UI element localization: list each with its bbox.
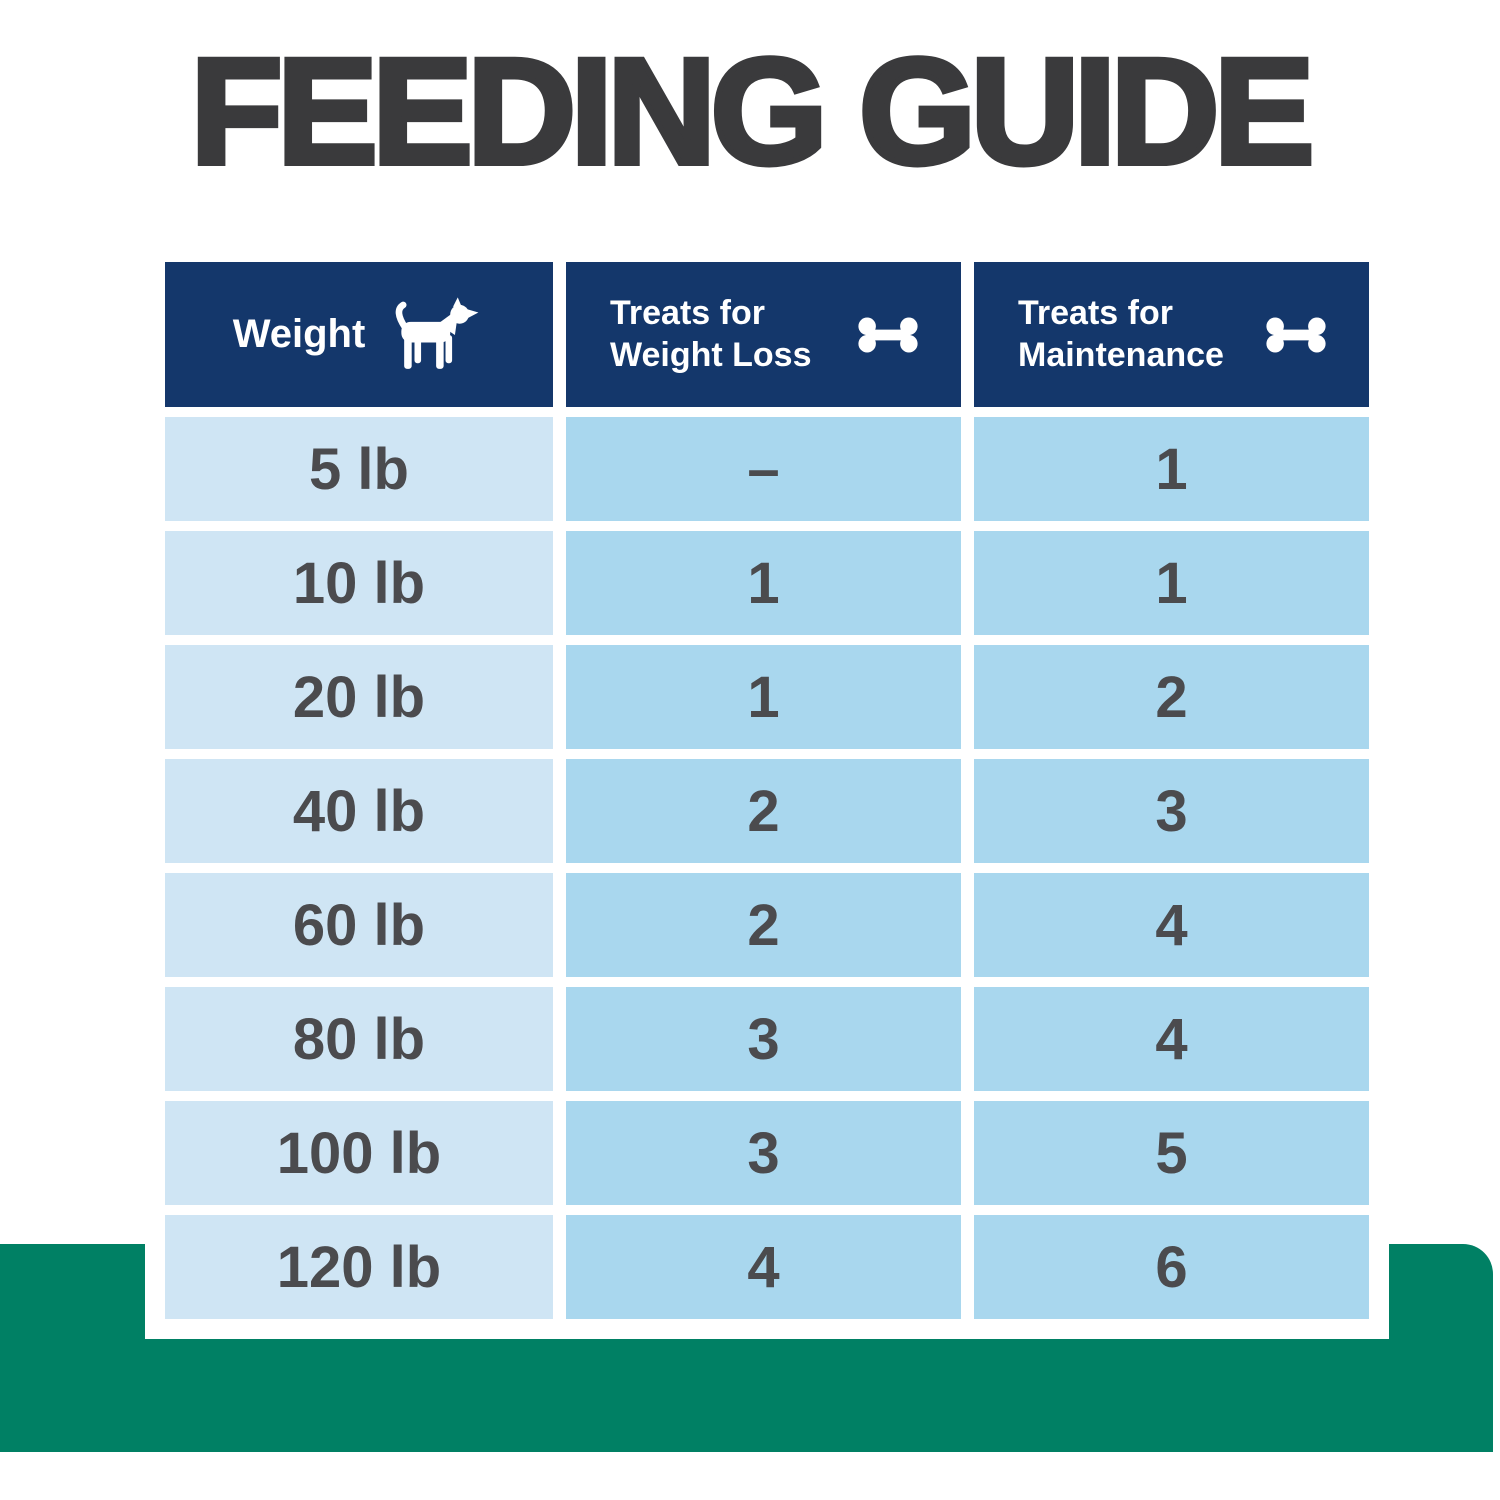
page-title: FEEDING GUIDE [188,27,1317,195]
weight-loss-cell: 2 [566,873,961,977]
weight-cell: 100 lb [165,1101,553,1205]
header-maintenance-label: Treats for Maintenance [1018,293,1224,376]
header-weight-label: Weight [232,312,366,356]
header-weight-loss-label: Treats for Weight Loss [610,293,812,376]
feeding-table: Weight [165,262,1369,1319]
header-maintenance-line2: Maintenance [1018,335,1224,374]
maintenance-cell: 4 [974,987,1369,1091]
maintenance-cell: 2 [974,645,1369,749]
weight-cell: 20 lb [165,645,553,749]
header-weight-loss-line1: Treats for [610,294,765,333]
maintenance-cell: 1 [974,417,1369,521]
bone-icon [858,317,918,352]
weight-loss-cell: 4 [566,1215,961,1319]
header-weight-loss: Treats for Weight Loss [566,262,961,407]
header-weight: Weight [165,262,553,407]
weight-cell: 120 lb [165,1215,553,1319]
feeding-table-card: Weight [145,242,1389,1339]
weight-loss-cell: 1 [566,645,961,749]
maintenance-cell: 3 [974,759,1369,863]
weight-cell: 80 lb [165,987,553,1091]
header-maintenance-line1: Treats for [1018,294,1173,333]
weight-cell: 60 lb [165,873,553,977]
weight-loss-cell: – [566,417,961,521]
maintenance-cell: 5 [974,1101,1369,1205]
weight-cell: 5 lb [165,417,553,521]
weight-loss-cell: 3 [566,1101,961,1205]
dog-icon [395,296,479,369]
weight-loss-cell: 3 [566,987,961,1091]
weight-cell: 40 lb [165,759,553,863]
weight-loss-cell: 2 [566,759,961,863]
weight-loss-cell: 1 [566,531,961,635]
weight-cell: 10 lb [165,531,553,635]
maintenance-cell: 6 [974,1215,1369,1319]
header-maintenance: Treats for Maintenance [974,262,1369,407]
header-weight-loss-line2: Weight Loss [610,335,812,374]
bone-icon [1266,317,1326,352]
maintenance-cell: 4 [974,873,1369,977]
maintenance-cell: 1 [974,531,1369,635]
